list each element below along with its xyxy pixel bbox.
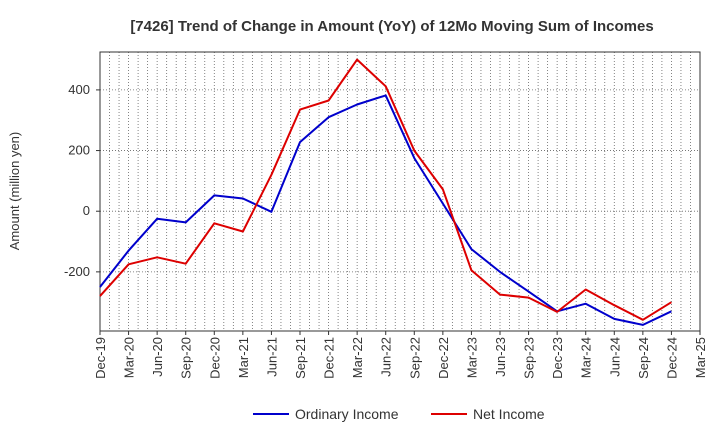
- chart-title: [7426] Trend of Change in Amount (YoY) o…: [130, 18, 653, 35]
- x-tick-label: Dec-22: [436, 337, 451, 379]
- y-tick-label: 0: [83, 203, 90, 218]
- x-tick-label: Mar-20: [122, 337, 137, 378]
- x-tick-label: Mar-22: [350, 337, 365, 378]
- series-line-net-income: [99, 58, 672, 321]
- plot-border: [99, 51, 701, 332]
- x-tick-label: Mar-25: [693, 337, 708, 378]
- y-tick-label: -200: [64, 264, 90, 279]
- x-tick-label: Jun-20: [150, 337, 165, 377]
- x-tick-label: Dec-19: [93, 337, 108, 379]
- x-axis-ticks: Dec-19 Mar-20 Jun-20 Sep-20 Dec-20 Mar-21 Jun-…: [93, 331, 708, 379]
- legend-label: Ordinary Income: [295, 406, 399, 422]
- x-tick-label: Mar-23: [464, 337, 479, 378]
- x-tick-label: Jun-22: [379, 337, 394, 377]
- x-tick-label: Jun-24: [607, 337, 622, 377]
- series-lines: [99, 58, 672, 326]
- plot-area: [100, 52, 700, 331]
- x-tick-label: Sep-22: [407, 337, 422, 379]
- x-tick-label: Jun-21: [264, 337, 279, 377]
- series-line-ordinary-income: [99, 94, 672, 326]
- y-tick-label: 400: [68, 82, 90, 97]
- y-tick-label: 200: [68, 143, 90, 158]
- x-tick-label: Dec-20: [207, 337, 222, 379]
- x-tick-label: Dec-24: [664, 337, 679, 379]
- x-tick-label: Dec-21: [322, 337, 337, 379]
- x-tick-label: Sep-21: [293, 337, 308, 379]
- legend: Ordinary Income Net Income: [253, 406, 545, 422]
- y-axis-ticks: -200 0 200 400: [64, 82, 100, 279]
- x-tick-label: Mar-21: [236, 337, 251, 378]
- x-tick-label: Sep-24: [636, 337, 651, 379]
- x-tick-label: Dec-23: [550, 337, 565, 379]
- legend-label: Net Income: [473, 406, 545, 422]
- x-tick-label: Sep-20: [179, 337, 194, 379]
- x-tick-label: Mar-24: [579, 337, 594, 378]
- x-tick-label: Sep-23: [522, 337, 537, 379]
- x-tick-label: Jun-23: [493, 337, 508, 377]
- y-axis-label: Amount (million yen): [7, 132, 22, 251]
- horizontal-gridlines: [100, 89, 700, 273]
